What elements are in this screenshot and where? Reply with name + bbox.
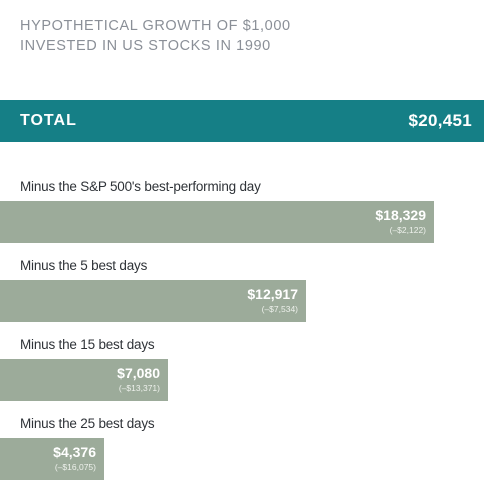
bar-category-label: Minus the S&P 500's best-performing day bbox=[20, 179, 261, 194]
bar-category-label: Minus the 15 best days bbox=[20, 337, 155, 352]
bar-value-label: $7,080 bbox=[117, 365, 160, 381]
total-label: TOTAL bbox=[20, 112, 77, 129]
chart-title-line-1: HYPOTHETICAL GROWTH OF $1,000 bbox=[20, 18, 291, 34]
bar-difference-label: (–$2,122) bbox=[389, 225, 426, 235]
bar-category-label: Minus the 25 best days bbox=[20, 416, 155, 431]
bar-value-label: $18,329 bbox=[375, 207, 426, 223]
bar-difference-label: (–$13,371) bbox=[118, 383, 160, 393]
total-bar: TOTAL $20,451 bbox=[0, 100, 484, 142]
bar: $18,329 (–$2,122) bbox=[0, 201, 434, 243]
bar-value-label: $12,917 bbox=[247, 286, 298, 302]
bar: $12,917 (–$7,534) bbox=[0, 280, 306, 322]
bar-difference-label: (–$16,075) bbox=[54, 462, 96, 472]
bar-value-label: $4,376 bbox=[53, 444, 96, 460]
bar-difference-label: (–$7,534) bbox=[261, 304, 298, 314]
total-value: $20,451 bbox=[408, 111, 472, 130]
chart-title: HYPOTHETICAL GROWTH OF $1,000 INVESTED I… bbox=[20, 16, 291, 56]
bar: $7,080 (–$13,371) bbox=[0, 359, 168, 401]
chart-title-line-2: INVESTED IN US STOCKS IN 1990 bbox=[20, 38, 271, 54]
bar-category-label: Minus the 5 best days bbox=[20, 258, 148, 273]
bar: $4,376 (–$16,075) bbox=[0, 438, 104, 480]
